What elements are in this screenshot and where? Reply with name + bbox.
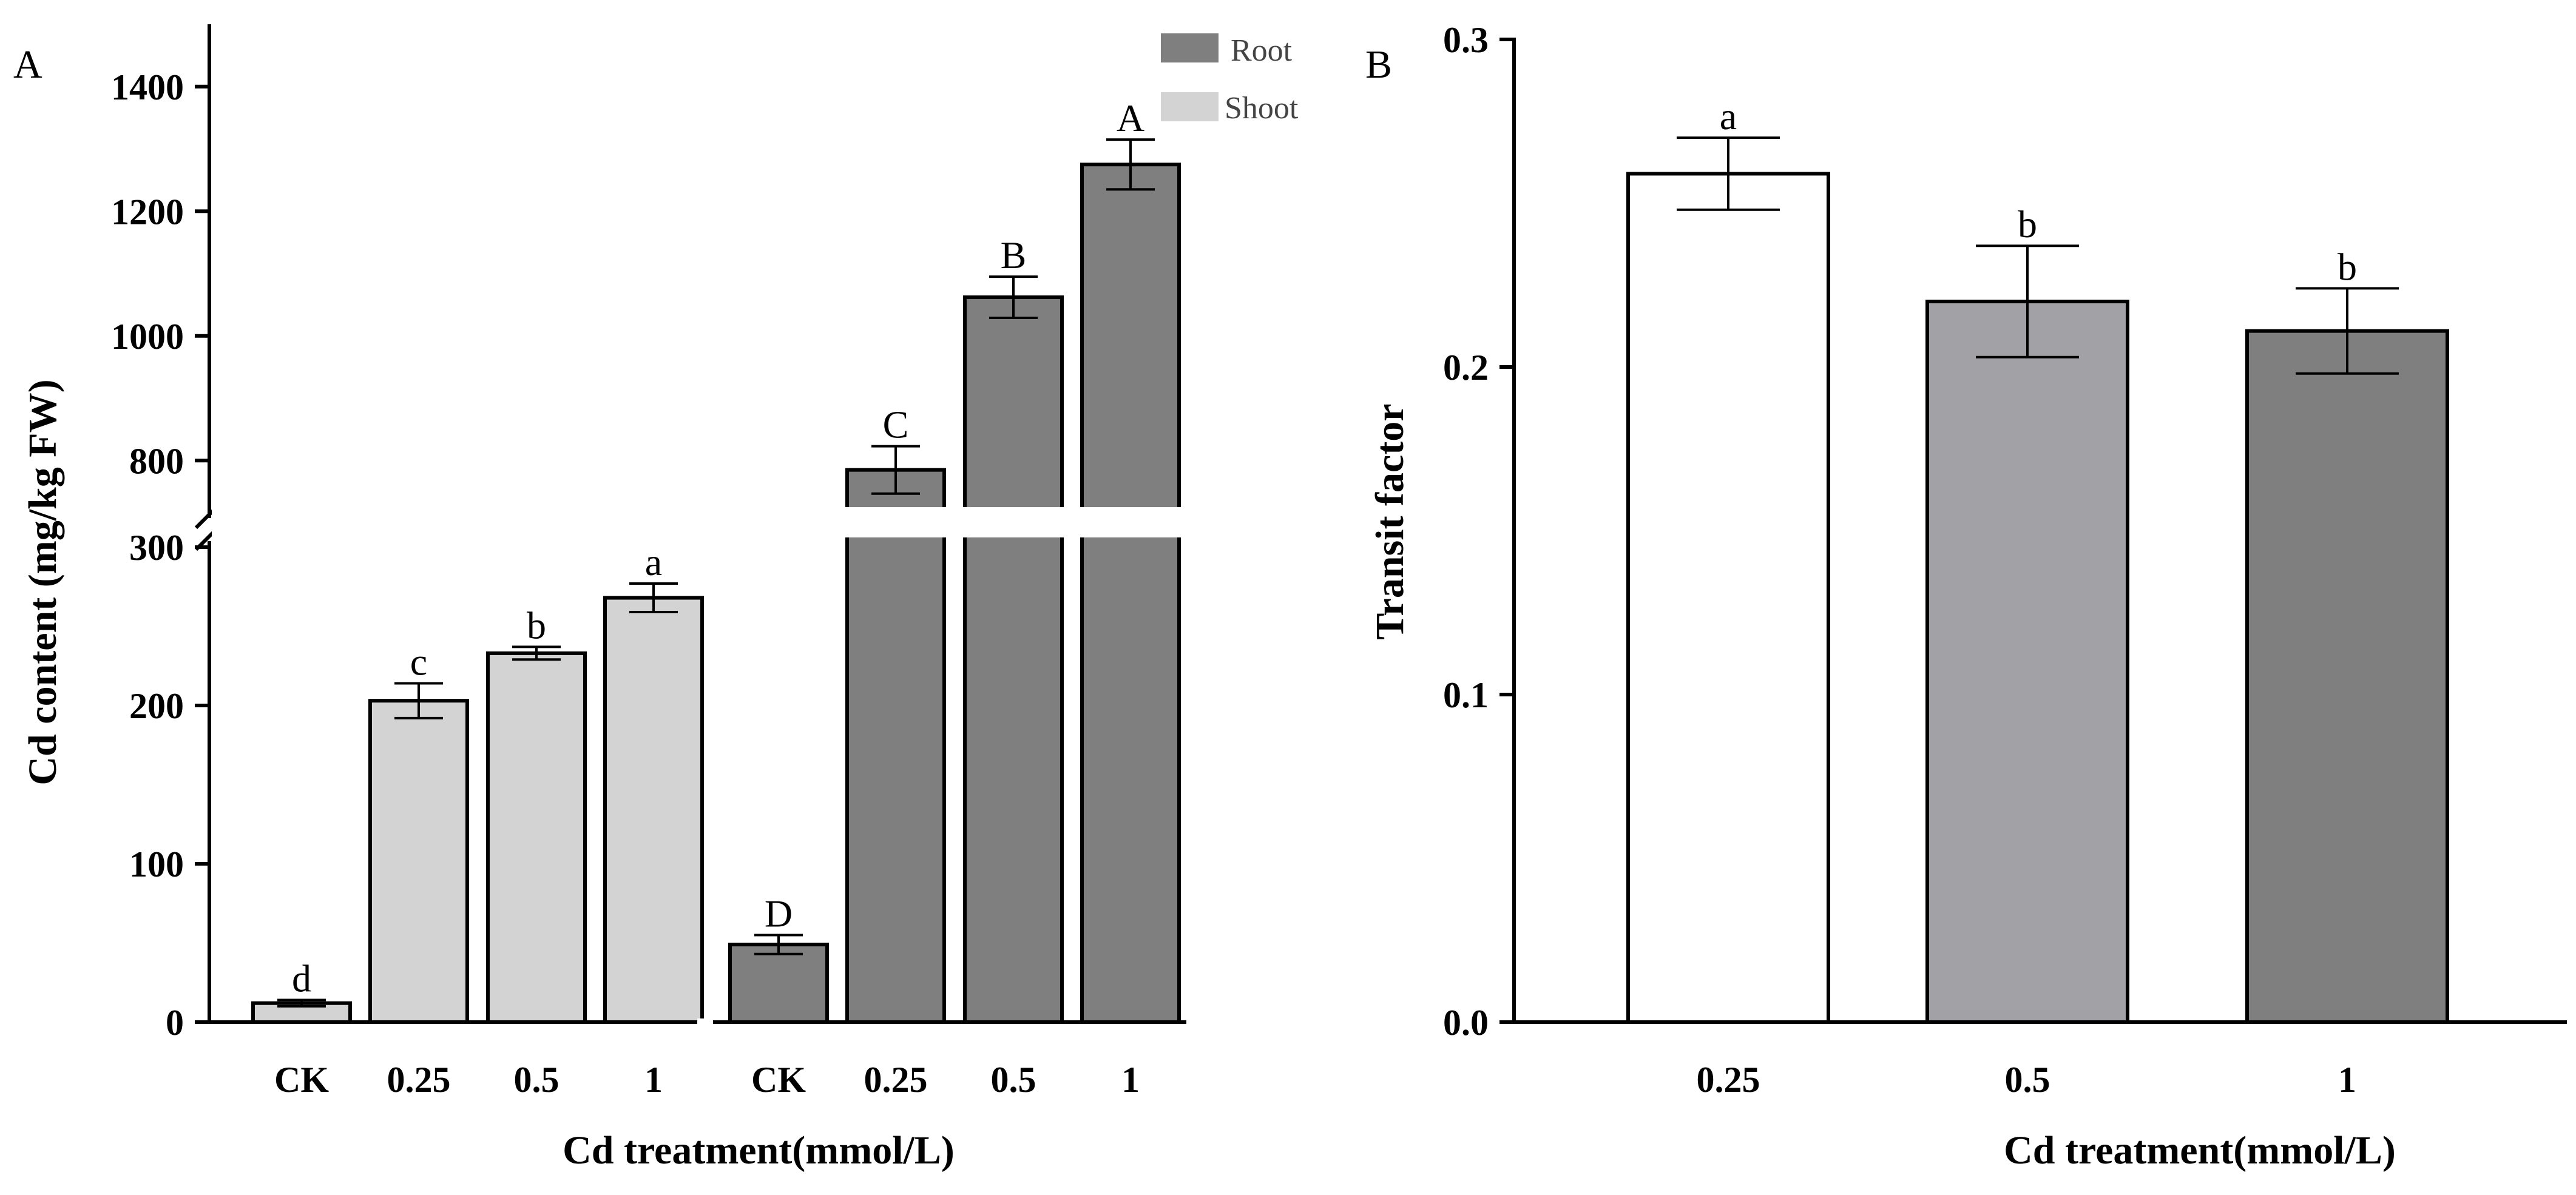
legend-shoot-swatch (1161, 92, 1219, 121)
significance-label: B (1001, 234, 1027, 277)
bar-shoot (486, 651, 587, 1024)
x-tick-label: 1 (1121, 1060, 1140, 1100)
panel-a-ylabel: Cd content (mg/kg FW) (21, 379, 65, 785)
legend-root-swatch (1161, 33, 1219, 62)
significance-label: b (2018, 203, 2037, 246)
bar (1925, 300, 2129, 1024)
x-axis-gap (697, 1018, 713, 1027)
x-tick-label: 1 (644, 1060, 663, 1100)
significance-label: a (645, 540, 662, 584)
axis-break-mark (194, 509, 215, 530)
significance-label: d (292, 957, 311, 1000)
y-tick-label: 0.2 (1443, 348, 1489, 388)
axis-break-gap (212, 507, 1189, 537)
panel-b-plot: 0.0 0.1 0.2 0.3 a 0.25 b 0.5 b 1 (1443, 20, 2567, 1100)
x-tick-label: 1 (2338, 1060, 2356, 1100)
y-tick-label: 300 (129, 528, 184, 568)
y-tick-label: 800 (129, 441, 184, 481)
bar (1626, 172, 1830, 1024)
y-tick-label: 1000 (111, 317, 184, 357)
panel-b-xlabel: Cd treatment(mmol/L) (2004, 1128, 2396, 1173)
panel-a-xlabel: Cd treatment(mmol/L) (563, 1128, 955, 1173)
bar-root (845, 468, 946, 1024)
significance-label: a (1720, 95, 1737, 138)
bar-root (963, 295, 1064, 1024)
significance-label: A (1117, 96, 1144, 140)
x-tick-label: 0.5 (514, 1060, 559, 1100)
y-tick-label: 0.0 (1443, 1003, 1489, 1043)
y-tick-label: 0 (166, 1003, 184, 1043)
x-tick-label: 0.25 (864, 1060, 928, 1100)
significance-label: b (2338, 245, 2357, 288)
y-tick-label: 1400 (111, 67, 184, 107)
bar (2245, 329, 2449, 1024)
y-tick-label: 0.1 (1443, 675, 1489, 715)
bar-root (728, 943, 829, 1024)
panel-a-letter: A (13, 42, 42, 87)
significance-label: c (410, 640, 427, 683)
significance-label: D (765, 892, 793, 935)
legend-shoot-label: Shoot (1225, 91, 1299, 126)
x-tick-label: 0.5 (991, 1060, 1036, 1100)
significance-label: C (883, 403, 909, 446)
y-tick-label: 200 (129, 686, 184, 726)
panel-b-ylabel: Transit factor (1368, 403, 1412, 639)
bar-root (1080, 163, 1181, 1024)
panel-b-letter: B (1365, 42, 1392, 87)
y-tick-label: 0.3 (1443, 20, 1489, 60)
x-tick-label: 0.25 (1697, 1060, 1760, 1100)
bar-shoot (368, 699, 469, 1025)
legend-root-label: Root (1231, 33, 1293, 68)
panel-a-legend: Root Shoot (1161, 33, 1299, 126)
x-tick-label: 0.25 (387, 1060, 451, 1100)
significance-label: b (527, 604, 546, 647)
y-tick-label: 100 (129, 844, 184, 884)
x-tick-label: CK (274, 1060, 329, 1100)
bar-shoot (603, 596, 704, 1024)
y-tick-label: 1200 (111, 192, 184, 232)
panel-a-plot: 0 100 200 300 800 1000 1200 1400 d c b a D C B A CK 0.25 0… (111, 24, 1189, 1100)
x-tick-label: CK (751, 1060, 806, 1100)
x-tick-label: 0.5 (2005, 1060, 2050, 1100)
